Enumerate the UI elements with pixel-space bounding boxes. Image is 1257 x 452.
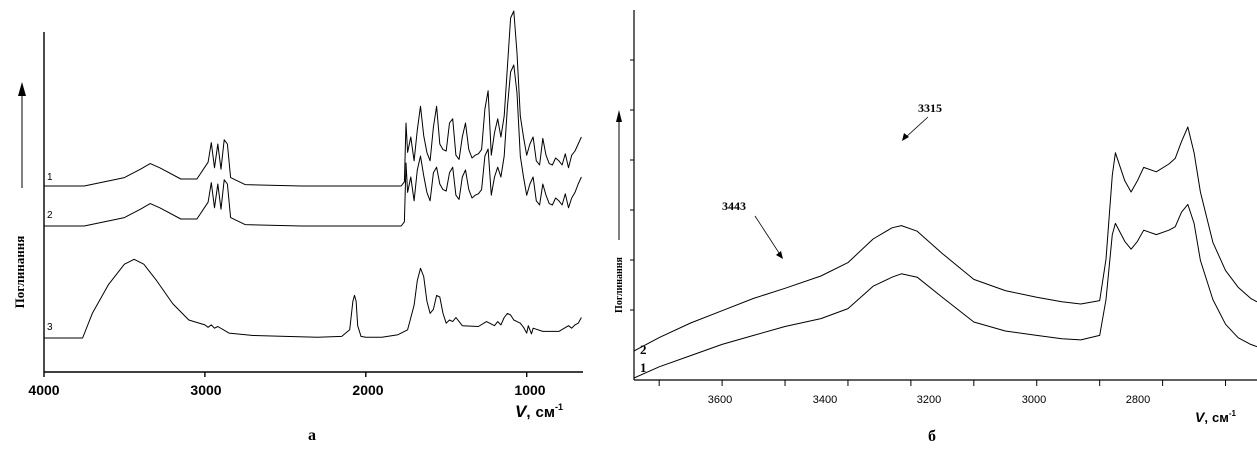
panel-b-annotation-3315-arrow bbox=[904, 116, 929, 139]
panel-a-series-2 bbox=[44, 64, 582, 227]
panel-b-series-2 bbox=[633, 126, 1257, 352]
panel-b-xtick-3400: 3400 bbox=[813, 394, 837, 406]
panel-a-xtick-3000: 3000 bbox=[190, 382, 221, 398]
panel-a-curve-label-1: 1 bbox=[47, 172, 53, 183]
panel-b-caption: б bbox=[928, 428, 936, 445]
panel-a-xtick-2000: 2000 bbox=[352, 382, 383, 398]
panel-b-x-symbol: V bbox=[1195, 409, 1206, 425]
panel-a-curve-label-2: 2 bbox=[47, 210, 53, 221]
panel-a-curve-label-3: 3 bbox=[47, 322, 53, 333]
panel-a-series-1 bbox=[44, 10, 582, 187]
panel-b-x-label: V, см-1 bbox=[1195, 409, 1236, 425]
panel-b-series-1 bbox=[633, 203, 1257, 379]
panel-b-y-label: Поглинання bbox=[614, 256, 625, 312]
panel-a-x-label: V, см-1 bbox=[515, 402, 563, 421]
panel-b-curve-label-2: 2 bbox=[640, 342, 647, 357]
panel-b-xtick-3200: 3200 bbox=[917, 394, 941, 406]
panel-b-annotation-3443: 3443 bbox=[722, 199, 746, 213]
panel-b-annotation-3443-arrowhead bbox=[776, 251, 783, 259]
panel-b-annotation-3315: 3315 bbox=[918, 101, 942, 115]
panel-b-y-arrowhead bbox=[616, 110, 622, 122]
panel-a-spectrum: Поглинання 1 2 3 4000 3000 2000 1000 V, с… bbox=[12, 10, 583, 444]
panel-a-y-label: Поглинання bbox=[12, 236, 27, 309]
panel-a-y-arrowhead bbox=[18, 82, 26, 96]
panel-a-xtick-4000: 4000 bbox=[28, 382, 59, 398]
panel-b-curve-label-1: 1 bbox=[640, 360, 647, 375]
panel-b-xtick-2800: 2800 bbox=[1126, 394, 1150, 406]
panel-b-xtick-3600: 3600 bbox=[708, 394, 732, 406]
panel-a-xtick-1000: 1000 bbox=[514, 382, 545, 398]
panel-b-annotation-3315-arrowhead bbox=[902, 133, 909, 141]
panel-b-annotation-3443-arrow bbox=[754, 215, 782, 257]
panel-b-spectrum: Поглинання 2 1 3443 3315 3600 3400 3200 … bbox=[614, 10, 1257, 445]
panel-a-series-3 bbox=[44, 258, 582, 339]
panel-a-caption: а bbox=[308, 427, 316, 444]
panel-a-x-symbol: V bbox=[515, 402, 528, 421]
panel-b-xtick-3000: 3000 bbox=[1022, 394, 1046, 406]
